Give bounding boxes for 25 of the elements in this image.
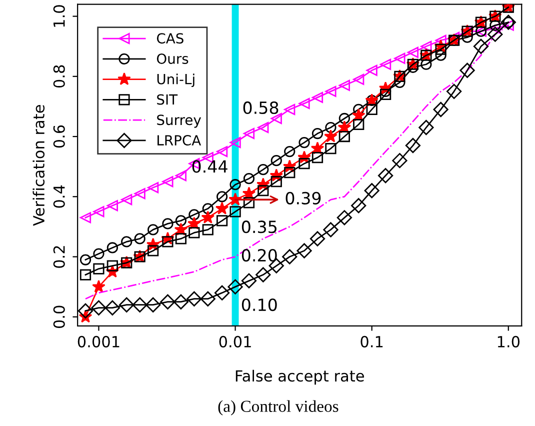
annotation: 0.20 — [242, 248, 277, 262]
legend-label: SIT — [157, 94, 178, 105]
y-tick-label: 0.2 — [53, 246, 65, 268]
legend-label: CAS — [156, 33, 184, 44]
x-tick-label: 0.001 — [78, 336, 120, 348]
annotation: 0.39 — [286, 192, 321, 204]
y-tick-label: 1.0 — [53, 5, 65, 27]
legend-label: Uni-Lj — [157, 74, 194, 88]
x-tick-label: 1.0 — [498, 336, 520, 348]
y-tick-label: 0.6 — [53, 125, 65, 148]
annotation: 0.44 — [192, 160, 228, 173]
y-tick-label: 0.4 — [53, 185, 65, 208]
annotation: 0.58 — [243, 101, 278, 114]
text: (a) Control videos — [218, 400, 338, 416]
x-tick-label: 0.1 — [360, 336, 383, 348]
x-axis-title: False accept rate — [236, 370, 364, 385]
annotation: 0.10 — [242, 298, 277, 312]
y-axis-title: Verification rate — [32, 105, 45, 226]
legend-label: Surrey — [157, 114, 202, 128]
legend-label: Ours — [156, 53, 188, 64]
y-tick-label: 0.8 — [53, 65, 65, 88]
legend-label: LRPCA — [158, 135, 202, 146]
annotation: 0.35 — [242, 220, 276, 234]
y-tick-label: 0.0 — [53, 306, 65, 328]
x-tick-label: 0.01 — [219, 336, 251, 348]
